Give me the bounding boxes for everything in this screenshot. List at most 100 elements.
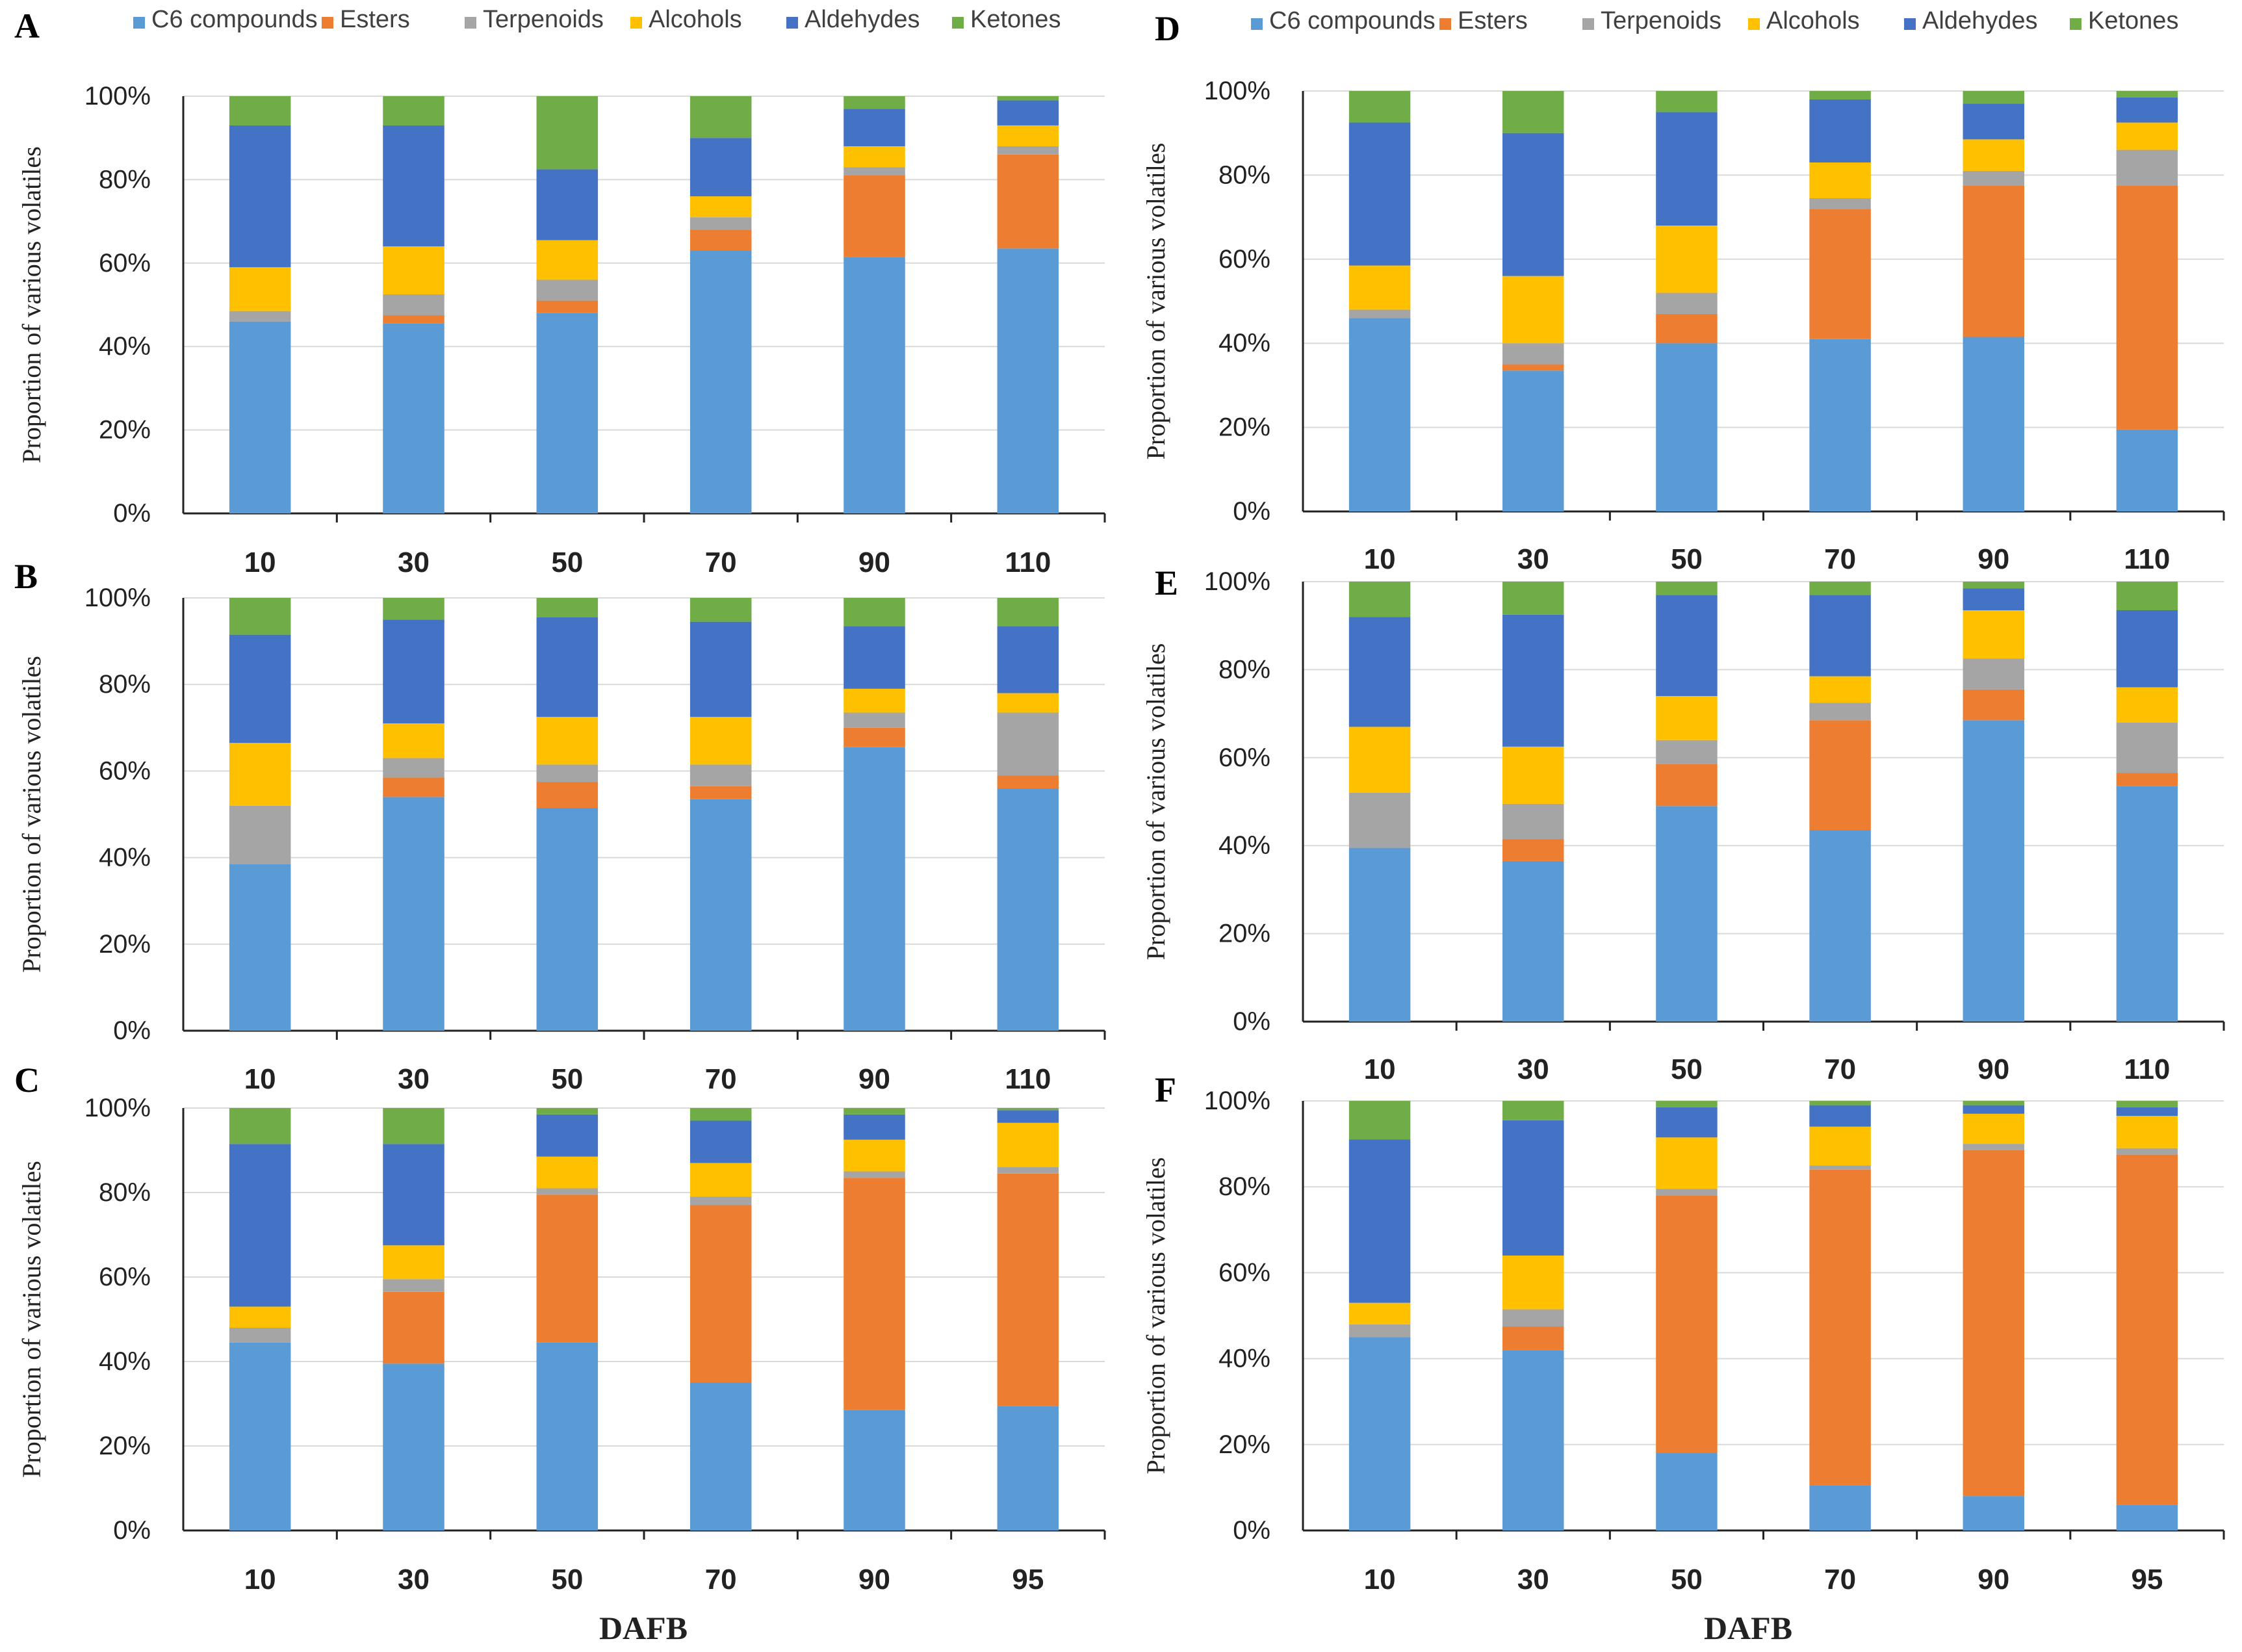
chart-panel-c: C 0% 20% 40% 60% 80% 100% 10 30 50 70 90 95 Proportio… [14, 1061, 1106, 1646]
bar-segment-c6-compounds [1348, 1337, 1411, 1530]
bar-segment-terpenoids [1963, 170, 2024, 186]
bar-segment-c6-compounds [383, 797, 445, 1031]
bar-segment-aldehydes [1348, 1139, 1411, 1303]
bar-segment-esters [1656, 313, 1718, 344]
x-tick-label: 90 [1978, 1053, 2009, 1085]
bar-segment-aldehydes [689, 138, 752, 197]
bar-segment-ketones [689, 598, 752, 622]
bar-segment-aldehydes [2116, 610, 2178, 688]
bar-segment-c6-compounds [1963, 720, 2024, 1022]
bar-segment-alcohols [1963, 139, 2024, 171]
bar-segment-terpenoids [1963, 1144, 2024, 1151]
bar-segment-terpenoids [689, 217, 752, 230]
bar-segment-ketones [997, 1108, 1059, 1111]
bar-segment-alcohols [2116, 687, 2178, 723]
bar-segment-ketones [1963, 582, 2024, 589]
y-tick-label: 40% [1218, 329, 1270, 357]
bar-segment-terpenoids [1502, 803, 1564, 840]
bar-segment-alcohols [1809, 162, 1871, 198]
x-tick-label: 30 [1517, 543, 1549, 575]
bar-segment-aldehydes [1502, 133, 1564, 276]
bar-segment-alcohols [1809, 676, 1871, 703]
bar-segment-terpenoids [1963, 658, 2024, 690]
y-tick-label: 20% [1218, 413, 1270, 442]
bar-segment-aldehydes [383, 1144, 445, 1246]
bar-segment-alcohols [1809, 1126, 1871, 1166]
bar-segment-c6-compounds [2116, 429, 2178, 511]
bar-segment-aldehydes [844, 1114, 905, 1140]
bar-segment-terpenoids [844, 712, 905, 728]
bar-segment-ketones [1656, 1101, 1718, 1107]
bar-segment-c6-compounds [997, 788, 1059, 1031]
bar-segment-aldehydes [536, 617, 599, 717]
bar-segment-aldehydes [997, 1110, 1059, 1123]
bar-segment-esters [1656, 1195, 1718, 1454]
bar-segment-alcohols [1656, 1137, 1718, 1189]
bar-segment-esters [1963, 1150, 2024, 1497]
bar-segment-aldehydes [689, 621, 752, 717]
x-tick-label: 90 [858, 1564, 890, 1595]
y-tick-label: 80% [1218, 655, 1270, 684]
bar-segment-terpenoids [383, 294, 445, 316]
x-tick-label: 50 [1671, 1564, 1703, 1595]
bar-segment-alcohols [383, 246, 445, 294]
y-tick-label: 100% [84, 1094, 151, 1122]
bar-segment-c6-compounds [844, 1410, 905, 1530]
bar-segment-aldehydes [997, 626, 1059, 693]
bar-segment-terpenoids [1809, 198, 1871, 209]
bar-segment-c6-compounds [2116, 786, 2178, 1022]
bar-segment-esters [997, 154, 1059, 249]
y-axis-label: Proportion of various volatiles [17, 656, 46, 973]
bar-segment-esters [1963, 185, 2024, 337]
bar-segment-aldehydes [1963, 103, 2024, 140]
bar-segment-alcohols [844, 146, 905, 168]
x-tick-label: 95 [2131, 1564, 2163, 1595]
bar-segment-terpenoids [689, 1196, 752, 1206]
legend-label: Alcohols [1766, 7, 1860, 34]
bar-segment-alcohols [229, 1306, 291, 1328]
bar-segment-aldehydes [844, 109, 905, 147]
x-tick-label: 30 [1517, 1053, 1549, 1085]
legend-swatch [952, 17, 964, 29]
bar-segment-terpenoids [1348, 1324, 1411, 1337]
bar-segment-ketones [1502, 1101, 1564, 1120]
bar-segment-aldehydes [2116, 1107, 2178, 1116]
bar-segment-esters [689, 786, 752, 799]
bar-segment-aldehydes [536, 1114, 599, 1157]
x-tick-label: 10 [1364, 1053, 1396, 1085]
y-tick-label: 0% [1233, 1007, 1270, 1036]
bar-segment-alcohols [229, 267, 291, 311]
x-tick-label: 10 [244, 1063, 276, 1095]
bar-segment-terpenoids [2116, 1148, 2178, 1155]
legend-swatch [1251, 18, 1263, 30]
y-tick-label: 60% [99, 756, 151, 785]
bar-segment-esters [997, 775, 1059, 789]
y-tick-label: 100% [1204, 77, 1270, 105]
bar-segment-esters [689, 1205, 752, 1383]
bar-segment-alcohols [689, 196, 752, 218]
x-tick-label: 30 [398, 1063, 430, 1095]
bar-segment-terpenoids [997, 146, 1059, 155]
bar-segment-ketones [844, 96, 905, 109]
panel-letter: D [1155, 9, 1180, 48]
bar-segment-esters [536, 300, 599, 313]
x-tick-label: 50 [1671, 1053, 1703, 1085]
bar-segment-c6-compounds [1963, 337, 2024, 511]
bar-segment-c6-compounds [844, 257, 905, 513]
x-tick-label: 110 [2124, 1053, 2170, 1085]
bar-segment-c6-compounds [1809, 830, 1871, 1022]
legend-label: Ketones [970, 6, 1061, 33]
bar-segment-aldehydes [229, 125, 291, 268]
bar-segment-esters [844, 1178, 905, 1410]
y-tick-label: 20% [99, 1432, 151, 1460]
y-tick-label: 20% [1218, 1430, 1270, 1459]
bar-segment-alcohols [383, 723, 445, 758]
bar-segment-c6-compounds [997, 1406, 1059, 1530]
bar-segment-c6-compounds [536, 808, 599, 1031]
bar-segment-terpenoids [689, 764, 752, 786]
bar-segment-esters [689, 229, 752, 251]
bar-segment-ketones [997, 96, 1059, 101]
legend-swatch [630, 17, 642, 29]
x-tick-label: 30 [398, 1564, 430, 1595]
legend-label: C6 compounds [1269, 7, 1436, 34]
